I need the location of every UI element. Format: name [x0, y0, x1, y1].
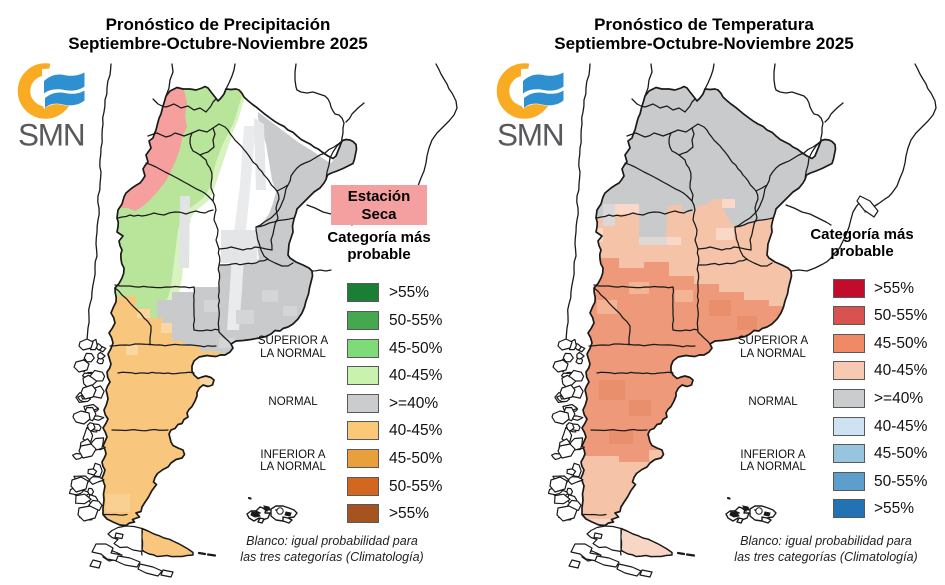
svg-text:SMN: SMN — [497, 117, 563, 153]
svg-text:SMN: SMN — [18, 117, 84, 153]
